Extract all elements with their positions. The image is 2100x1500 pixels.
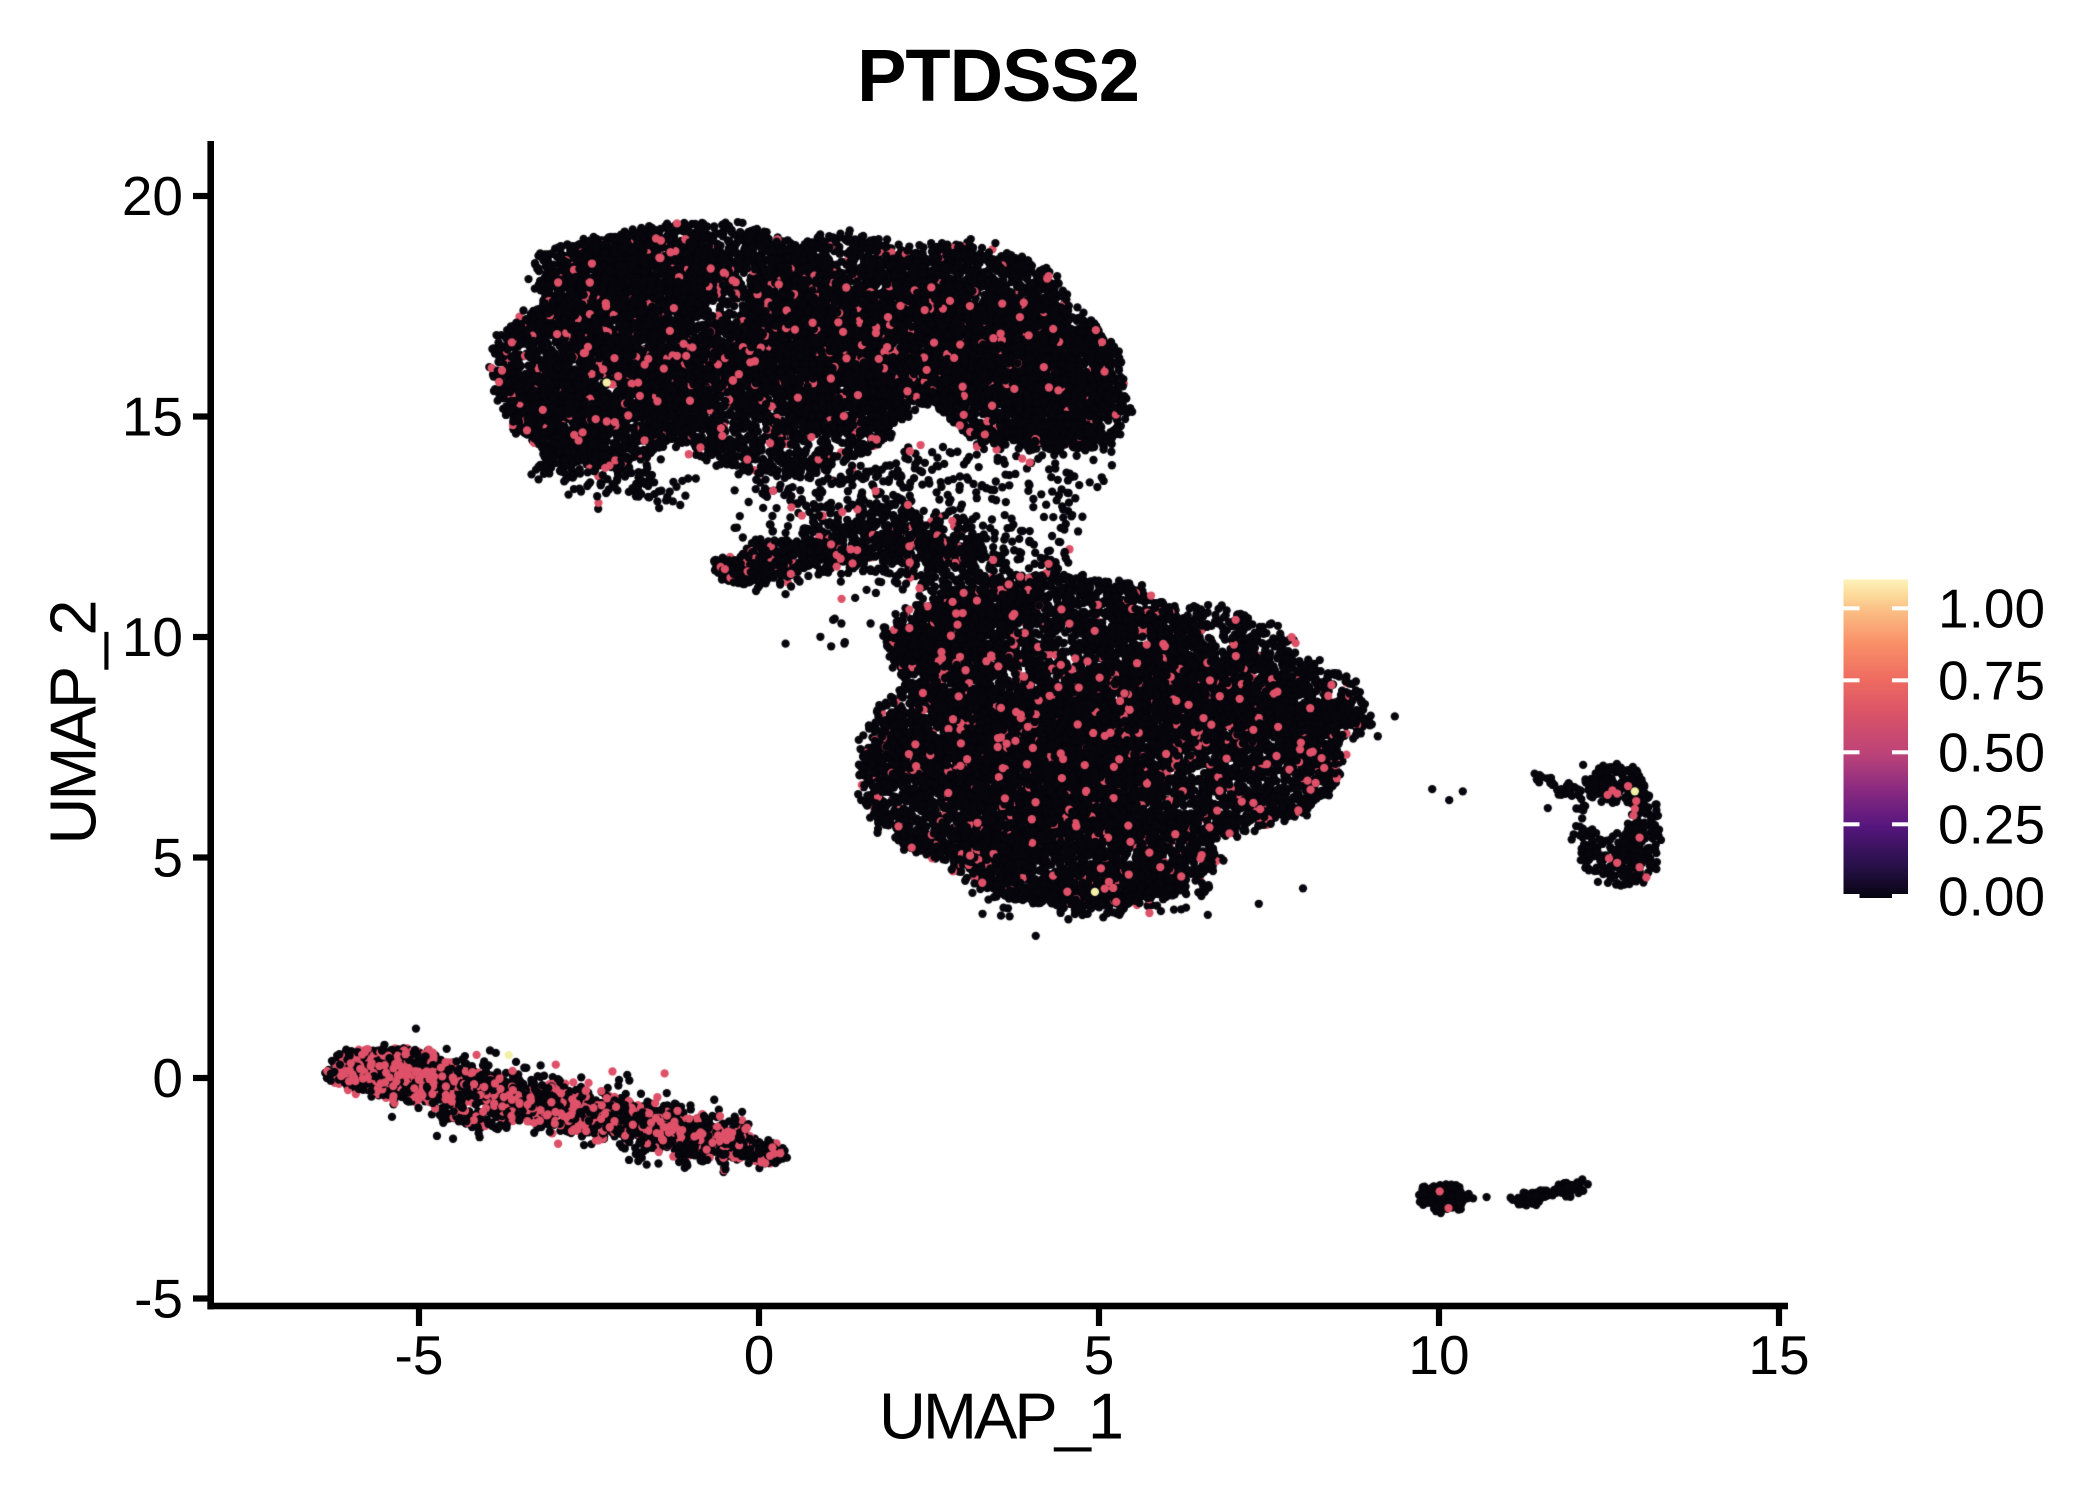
svg-text:5: 5	[1084, 1324, 1115, 1386]
svg-text:1.00: 1.00	[1938, 577, 2045, 639]
svg-text:5: 5	[152, 827, 183, 889]
svg-text:0.25: 0.25	[1938, 793, 2045, 855]
svg-text:15: 15	[122, 386, 183, 448]
svg-text:20: 20	[122, 165, 183, 227]
svg-text:10: 10	[122, 606, 183, 668]
svg-text:-5: -5	[395, 1324, 444, 1386]
svg-text:10: 10	[1408, 1324, 1469, 1386]
svg-text:0.00: 0.00	[1938, 865, 2045, 927]
svg-text:-5: -5	[134, 1268, 183, 1330]
svg-text:0.50: 0.50	[1938, 721, 2045, 783]
svg-text:0: 0	[744, 1324, 775, 1386]
svg-text:PTDSS2: PTDSS2	[857, 34, 1139, 117]
svg-text:UMAP_2: UMAP_2	[37, 602, 110, 844]
svg-text:0: 0	[152, 1047, 183, 1109]
svg-text:0.75: 0.75	[1938, 649, 2045, 711]
svg-text:15: 15	[1748, 1324, 1809, 1386]
svg-text:UMAP_1: UMAP_1	[879, 1380, 1121, 1453]
